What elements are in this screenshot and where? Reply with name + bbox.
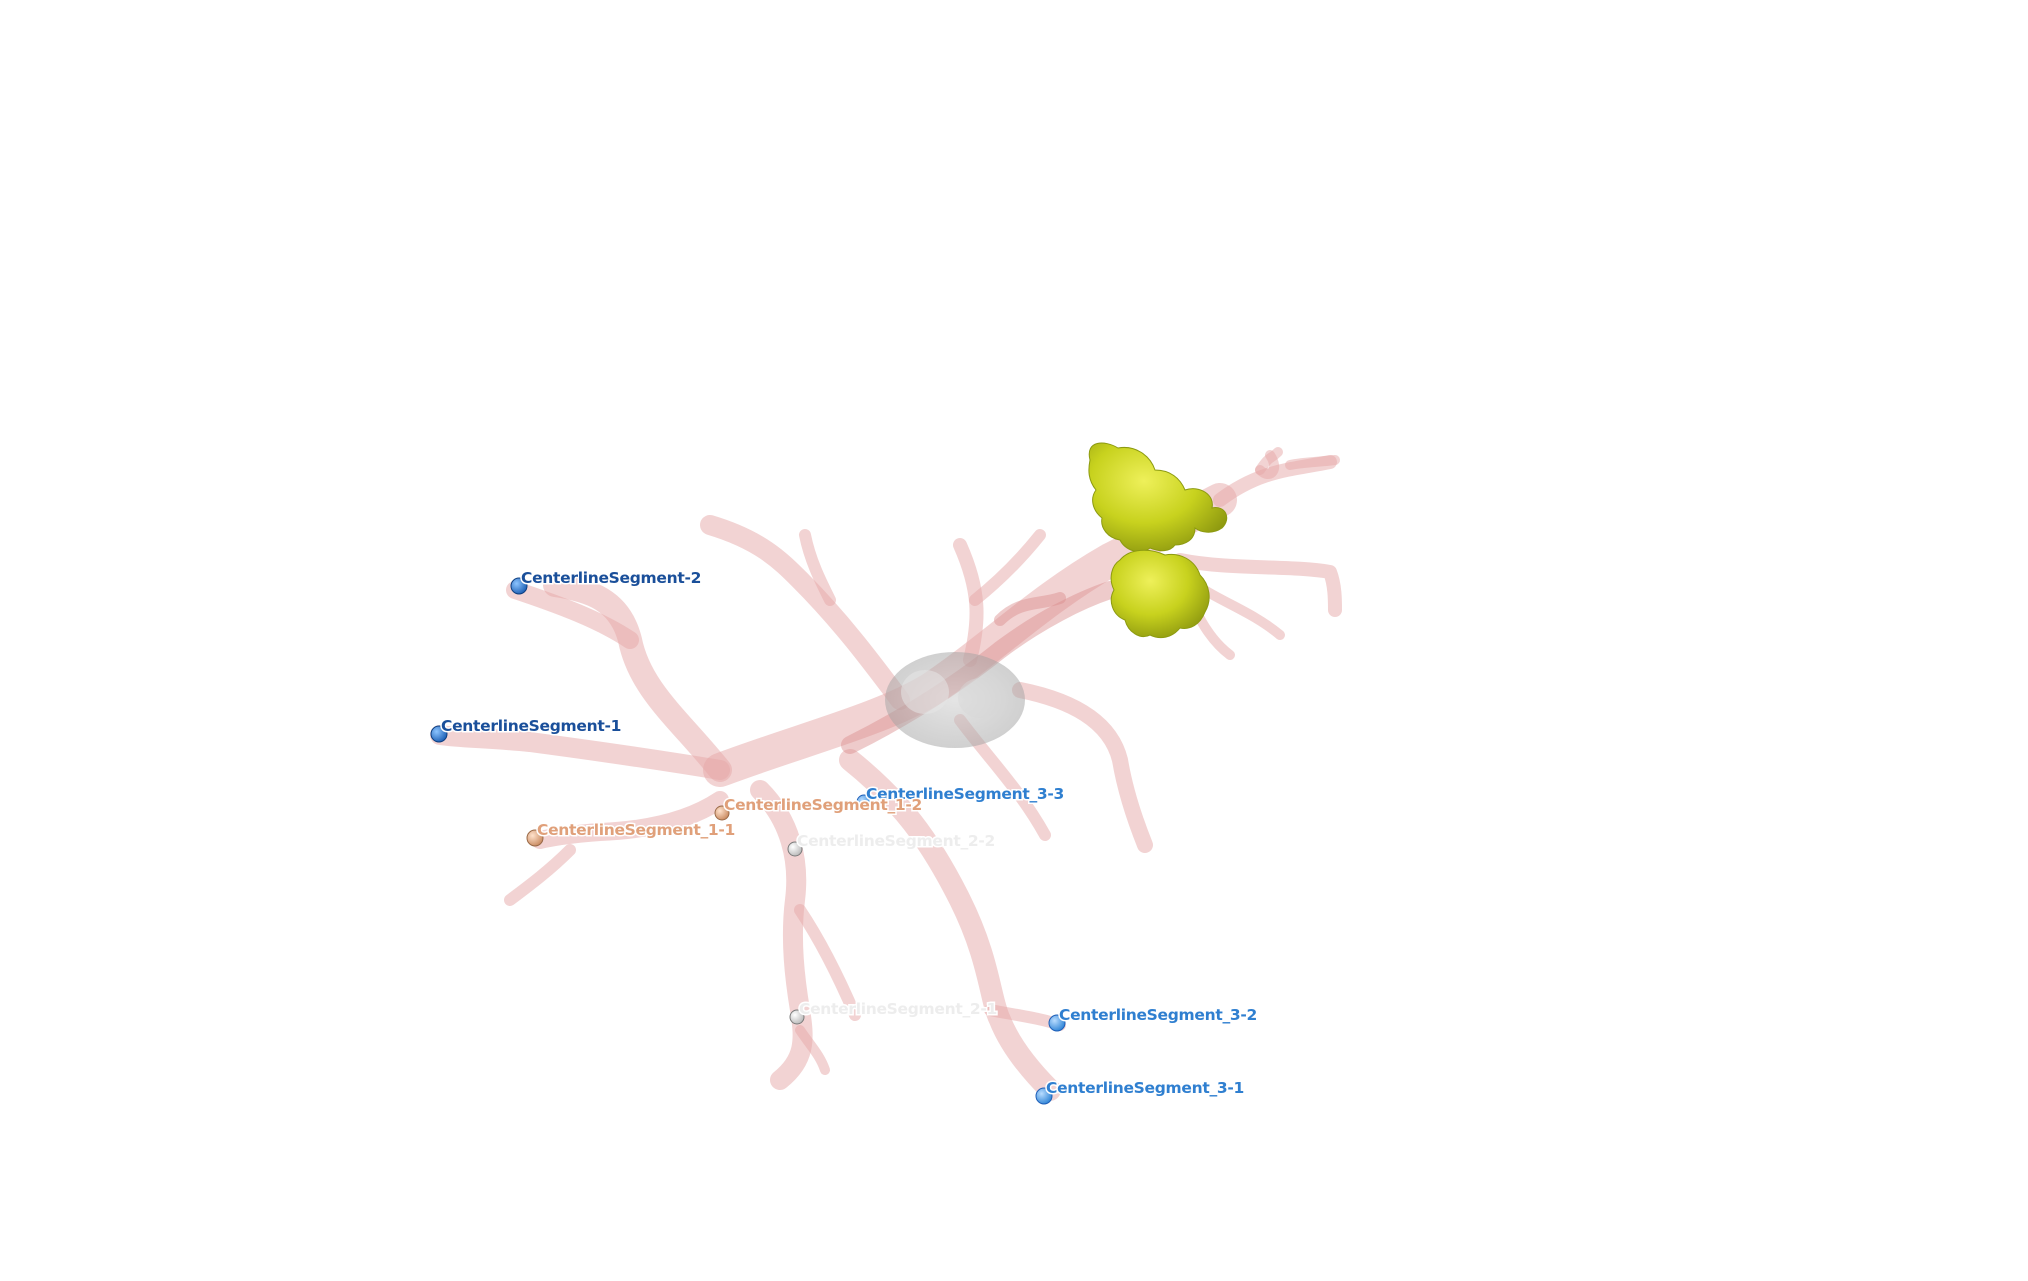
vessel-branch-upper-2	[799, 529, 836, 606]
markup-label: CenterlineSegment_3-3	[866, 785, 1064, 803]
vessel-branch-right-1	[1173, 553, 1342, 617]
markup-cs2[interactable]: CenterlineSegment-2	[510, 568, 703, 595]
markup-label: CenterlineSegment_1-1	[537, 821, 735, 839]
markup-label: CenterlineSegment_1-2	[724, 796, 922, 814]
fiducial-point-icon[interactable]	[1048, 1014, 1066, 1032]
vessel-branch-down-3	[795, 1025, 830, 1075]
fiducial-point-icon[interactable]	[789, 1009, 805, 1025]
markup-cs12[interactable]: CenterlineSegment_1-2	[714, 795, 924, 821]
markup-label: CenterlineSegment_3-2	[1059, 1006, 1257, 1024]
markup-cs32[interactable]: CenterlineSegment_3-2	[1048, 1005, 1259, 1032]
vessel-branch-top-ending	[1285, 455, 1340, 470]
markup-label: CenterlineSegment_2-2	[797, 832, 995, 850]
markup-cs21[interactable]: CenterlineSegment_2-1	[789, 999, 999, 1025]
fiducial-point-icon[interactable]	[856, 794, 872, 810]
vessel-branch-upper-right-top	[1255, 447, 1283, 475]
markup-label: CenterlineSegment-2	[521, 569, 701, 587]
markup-label: CenterlineSegment_3-1	[1046, 1079, 1244, 1097]
markup-cs1[interactable]: CenterlineSegment-1	[430, 716, 623, 743]
markup-cs22[interactable]: CenterlineSegment_2-2	[787, 831, 997, 857]
vessel-branch-left	[430, 725, 730, 780]
vessel-branch-down	[750, 780, 813, 1090]
vessel-branch-lower-right	[839, 749, 1061, 1101]
markup-cs11[interactable]: CenterlineSegment_1-1	[526, 820, 737, 847]
fiducial-point-icon[interactable]	[510, 577, 528, 595]
vessel-branch-upper-left-2	[506, 581, 639, 649]
vessel-branch-upper-4	[969, 529, 1046, 606]
fiducial-point-icon[interactable]	[430, 725, 448, 743]
vessel-model	[430, 447, 1342, 1101]
markup-label: CenterlineSegment-1	[441, 717, 621, 735]
markup-cs33[interactable]: CenterlineSegment_3-3	[856, 784, 1066, 810]
vessel-branch-lower-left-2	[504, 844, 576, 906]
gray-sac	[885, 652, 1025, 748]
tumor-segment	[1088, 442, 1228, 639]
markup-label: CenterlineSegment_2-1	[799, 1000, 997, 1018]
fiducial-point-icon[interactable]	[787, 841, 803, 857]
fiducial-point-icon[interactable]	[714, 805, 730, 821]
vessel-branch-down-2	[794, 904, 861, 1021]
markup-fiducials: CenterlineSegment-2 CenterlineSegment-1 …	[430, 568, 1259, 1105]
fiducial-point-icon[interactable]	[526, 829, 544, 847]
vessel-overlap	[841, 581, 1119, 754]
fiducial-point-icon[interactable]	[1035, 1087, 1053, 1105]
vessel-branch-right-lower	[1012, 682, 1153, 853]
markup-cs31[interactable]: CenterlineSegment_3-1	[1035, 1078, 1246, 1105]
vessel-branch-lower-left	[531, 791, 729, 849]
vessel-branch-upper	[700, 515, 910, 710]
